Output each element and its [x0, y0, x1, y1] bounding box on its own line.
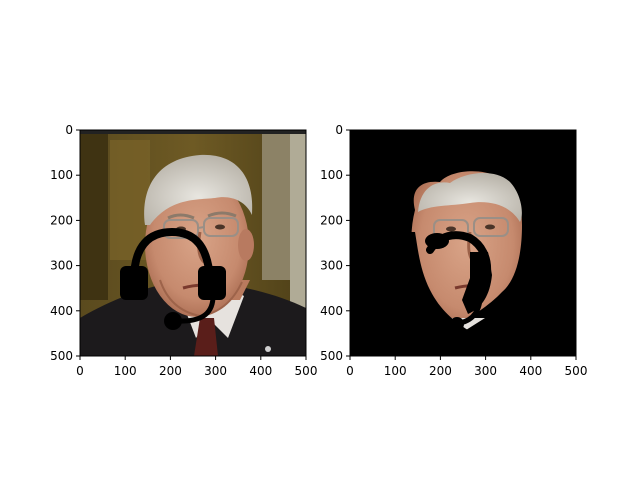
y-tick-label: 400 [320, 304, 343, 318]
x-tick-label: 100 [114, 364, 137, 378]
headset-icon [425, 231, 492, 331]
y-tick-label: 100 [50, 168, 73, 182]
x-tick-label: 200 [429, 364, 452, 378]
x-tick-label: 300 [474, 364, 497, 378]
y-tick-label: 400 [50, 304, 73, 318]
y-tick-label: 300 [50, 259, 73, 273]
x-tick-label: 0 [76, 364, 84, 378]
headset-icon [120, 227, 226, 330]
x-tick-label: 400 [519, 364, 542, 378]
right-x-axis: 0 100 200 300 400 500 [346, 356, 587, 378]
y-tick-label: 0 [65, 123, 73, 137]
right-axes-frame [349, 129, 577, 357]
y-tick-label: 300 [320, 259, 343, 273]
x-tick-label: 200 [159, 364, 182, 378]
left-axes-frame [79, 129, 307, 357]
x-tick-label: 400 [249, 364, 272, 378]
left-photo [80, 130, 306, 356]
x-tick-label: 0 [346, 364, 354, 378]
y-tick-label: 200 [320, 213, 343, 227]
left-y-axis: 0 100 200 300 400 500 [50, 123, 80, 363]
x-tick-label: 500 [295, 364, 318, 378]
right-masked-photo [350, 130, 576, 356]
y-tick-label: 200 [50, 213, 73, 227]
y-tick-label: 100 [320, 168, 343, 182]
y-tick-label: 500 [50, 349, 73, 363]
right-image-panel: 0 100 200 300 400 500 0 100 200 300 400 500 [320, 123, 587, 378]
x-tick-label: 500 [565, 364, 588, 378]
y-tick-label: 0 [335, 123, 343, 137]
left-image-panel: 0 100 200 300 400 500 0 100 200 300 400 500 [50, 123, 317, 378]
left-x-axis: 0 100 200 300 400 500 [76, 356, 317, 378]
y-tick-label: 500 [320, 349, 343, 363]
x-tick-label: 300 [204, 364, 227, 378]
right-y-axis: 0 100 200 300 400 500 [320, 123, 350, 363]
x-tick-label: 100 [384, 364, 407, 378]
